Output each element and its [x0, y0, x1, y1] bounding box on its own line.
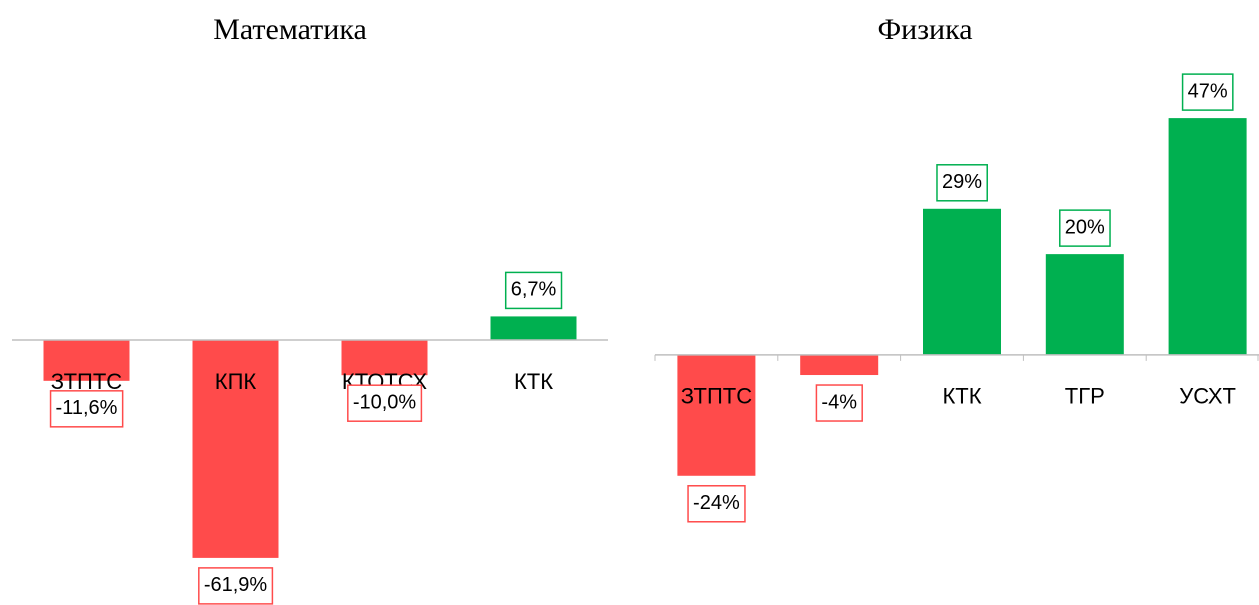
data-label-box	[504, 271, 563, 310]
data-label-box	[1181, 73, 1234, 111]
data-label-box	[198, 567, 274, 605]
data-label-box	[49, 390, 124, 428]
bar	[923, 208, 1001, 355]
bar	[192, 340, 279, 558]
chart-title: Математика	[213, 13, 367, 46]
data-label: -11,6%	[56, 397, 118, 419]
x-tick-label: ТГР	[1065, 384, 1105, 409]
x-tick-label: УСХТ	[1179, 384, 1236, 409]
bar	[341, 340, 428, 376]
x-tick-label: КТК	[514, 369, 553, 394]
data-label: -24%	[693, 492, 740, 514]
bar	[43, 340, 130, 381]
data-label-box	[687, 485, 746, 523]
bar	[1045, 254, 1124, 355]
bar	[1168, 118, 1247, 355]
x-tick-label: ЗТПТС	[51, 369, 122, 394]
x-tick-label: ЗТПТС	[681, 384, 752, 409]
data-label: -4%	[821, 391, 857, 413]
data-label: 29%	[942, 171, 982, 193]
data-label-box	[815, 384, 863, 422]
x-tick-label: КПК	[215, 369, 257, 394]
bar	[677, 354, 756, 476]
data-label-box	[1059, 209, 1111, 247]
chart-title: Физика	[877, 13, 972, 46]
x-tick-label: КТК	[942, 384, 981, 409]
bar	[490, 316, 577, 340]
data-label: 47%	[1188, 80, 1228, 102]
data-label-box	[936, 164, 988, 202]
data-label: -61,9%	[204, 574, 268, 596]
data-label: -10,0%	[353, 391, 417, 413]
data-label-box	[347, 384, 423, 422]
data-label: 20%	[1065, 216, 1105, 238]
bar	[800, 354, 879, 376]
data-label: 6,7%	[511, 279, 557, 301]
